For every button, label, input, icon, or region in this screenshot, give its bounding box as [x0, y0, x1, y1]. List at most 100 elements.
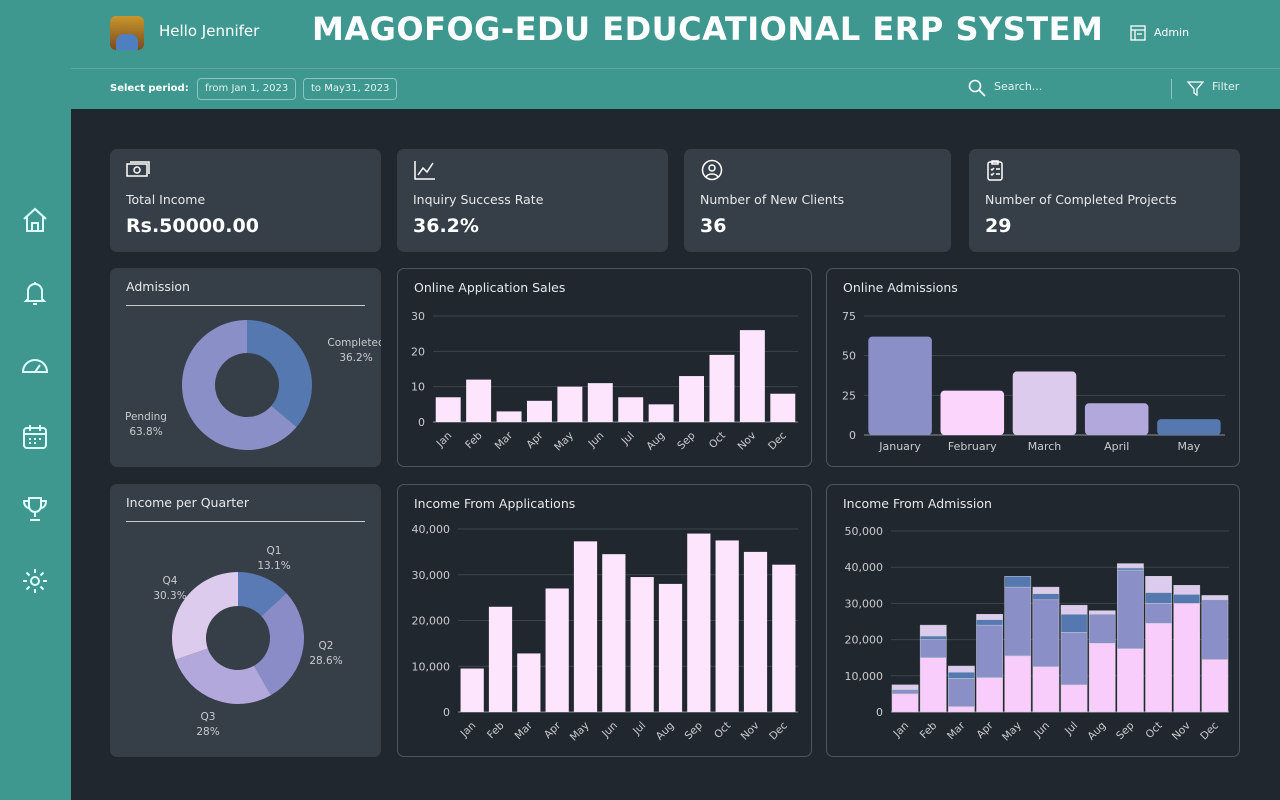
kpi-label: Number of New Clients [700, 192, 845, 207]
x-tick-label: Feb [918, 719, 940, 741]
filter-button[interactable]: Filter [1212, 80, 1240, 93]
y-tick-label: 0 [876, 706, 883, 719]
kpi-value: Rs.50000.00 [126, 215, 259, 237]
slice-value: 28.6% [309, 655, 342, 667]
online-application-sales-panel: Online Application Sales 0 10 20 30 Jan Feb Ma… [397, 268, 812, 467]
bar-segment [1004, 576, 1032, 588]
x-tick-label: Dec [1198, 719, 1221, 742]
chart-title: Admission [126, 279, 190, 294]
bar-segment [1117, 569, 1144, 649]
kpi-label: Number of Completed Projects [985, 192, 1177, 207]
search-input[interactable]: Search... [994, 80, 1043, 93]
x-tick-label: Feb [463, 429, 485, 451]
y-tick-label: 30,000 [845, 597, 884, 610]
bar-segment [1088, 642, 1116, 713]
y-tick-label: 50 [842, 350, 856, 363]
bar [526, 400, 552, 422]
donut-slice-q3 [175, 648, 271, 704]
bar-segment [948, 706, 975, 713]
bar [715, 540, 739, 712]
income-from-admission-chart: 0 10,000 20,000 30,000 40,000 50,000 Jan Feb Mar… [845, 525, 1229, 743]
filter-icon[interactable] [1187, 80, 1204, 97]
dashboard-gauge-icon[interactable] [20, 350, 50, 380]
admin-icon[interactable] [1130, 25, 1146, 41]
slice-value: 36.2% [339, 352, 372, 364]
admission-panel: Admission Completed 36.2% Pending 63.8% [110, 268, 381, 467]
x-tick-label: Mar [512, 719, 535, 742]
x-tick-label: Jan [458, 720, 479, 741]
x-tick-label: Oct [712, 720, 733, 741]
donut-slice-completed [247, 320, 312, 428]
admin-link[interactable]: Admin [1154, 26, 1190, 39]
bar-segment [948, 665, 975, 673]
calendar-icon[interactable] [20, 422, 50, 452]
x-tick-label: May [552, 430, 576, 454]
y-tick-label: 30,000 [412, 569, 451, 582]
kpi-value: 36.2% [413, 215, 479, 237]
y-tick-label: 10,000 [412, 660, 451, 673]
kpi-value: 29 [985, 215, 1012, 237]
x-tick-label: Dec [766, 429, 789, 452]
x-tick-label: Jan [891, 720, 912, 741]
x-tick-label: Mar [945, 719, 968, 742]
bar-segment [1088, 614, 1116, 644]
x-tick-label: Oct [707, 430, 728, 451]
chart-title: Income From Admission [843, 496, 992, 511]
bar [488, 606, 513, 712]
bar-segment [891, 693, 919, 713]
x-tick-label: Aug [1085, 720, 1108, 743]
income-per-quarter-donut: Q1 13.1% Q2 28.6% Q3 28% Q4 30.3% [153, 545, 342, 738]
bar-segment [1201, 595, 1229, 601]
from-date-picker[interactable]: from Jan 1, 2023 [197, 78, 297, 100]
bar [658, 583, 683, 712]
slice-label: Q2 [319, 640, 334, 652]
home-icon[interactable] [20, 205, 50, 235]
bar [868, 336, 932, 435]
income-from-applications-chart: 0 10,000 20,000 30,000 40,000 Jan Feb Mar Apr May… [412, 523, 798, 743]
income-per-quarter-panel: Income per Quarter Q1 13.1% Q2 28.6% Q3 28% Q4… [110, 484, 381, 757]
online-admissions-panel: Online Admissions 0 25 50 75 January February… [826, 268, 1240, 467]
bar [460, 668, 484, 712]
kpi-new-clients: Number of New Clients 36 [684, 149, 951, 252]
donut-slice-q4 [172, 572, 238, 660]
bar-segment [948, 671, 975, 679]
x-tick-label: Sep [1114, 719, 1137, 742]
x-tick-label: May [1178, 440, 1201, 453]
bar [1012, 371, 1077, 435]
bar-segment [1117, 567, 1144, 571]
bar-segment [976, 624, 1003, 678]
divider [126, 305, 365, 306]
bar [648, 404, 674, 422]
x-tick-label: Jan [434, 430, 455, 451]
bar-segment [1088, 610, 1116, 615]
income-from-applications-panel: Income From Applications 0 10,000 20,000 30… [397, 484, 812, 757]
avatar[interactable] [110, 16, 144, 50]
bar-segment [1032, 586, 1060, 594]
bar [1084, 403, 1149, 435]
select-period-label: Select period: [110, 83, 189, 94]
search-icon[interactable] [968, 79, 986, 97]
chart-title: Online Application Sales [414, 280, 566, 295]
x-tick-label: February [948, 440, 997, 453]
chart-title: Online Admissions [843, 280, 958, 295]
bar [466, 379, 492, 422]
clipboard-icon [987, 160, 1003, 181]
bar-segment [1145, 592, 1172, 604]
bar [709, 354, 735, 422]
bar-segment [1060, 614, 1088, 633]
slice-value: 30.3% [153, 590, 186, 602]
bar [770, 393, 796, 422]
bar-segment [1117, 648, 1144, 713]
y-tick-label: 40,000 [412, 523, 451, 536]
bar-segment [1032, 666, 1060, 713]
to-date-picker[interactable]: to May31, 2023 [303, 78, 398, 100]
bell-icon[interactable] [20, 277, 50, 307]
gear-icon[interactable] [20, 566, 50, 596]
donut-slice-pending [182, 320, 297, 450]
x-tick-label: Apr [542, 719, 564, 741]
divider [71, 68, 1280, 69]
x-tick-label: Apr [524, 429, 546, 451]
bar-segment [1060, 632, 1088, 686]
bar [573, 541, 598, 712]
trophy-icon[interactable] [20, 494, 50, 524]
